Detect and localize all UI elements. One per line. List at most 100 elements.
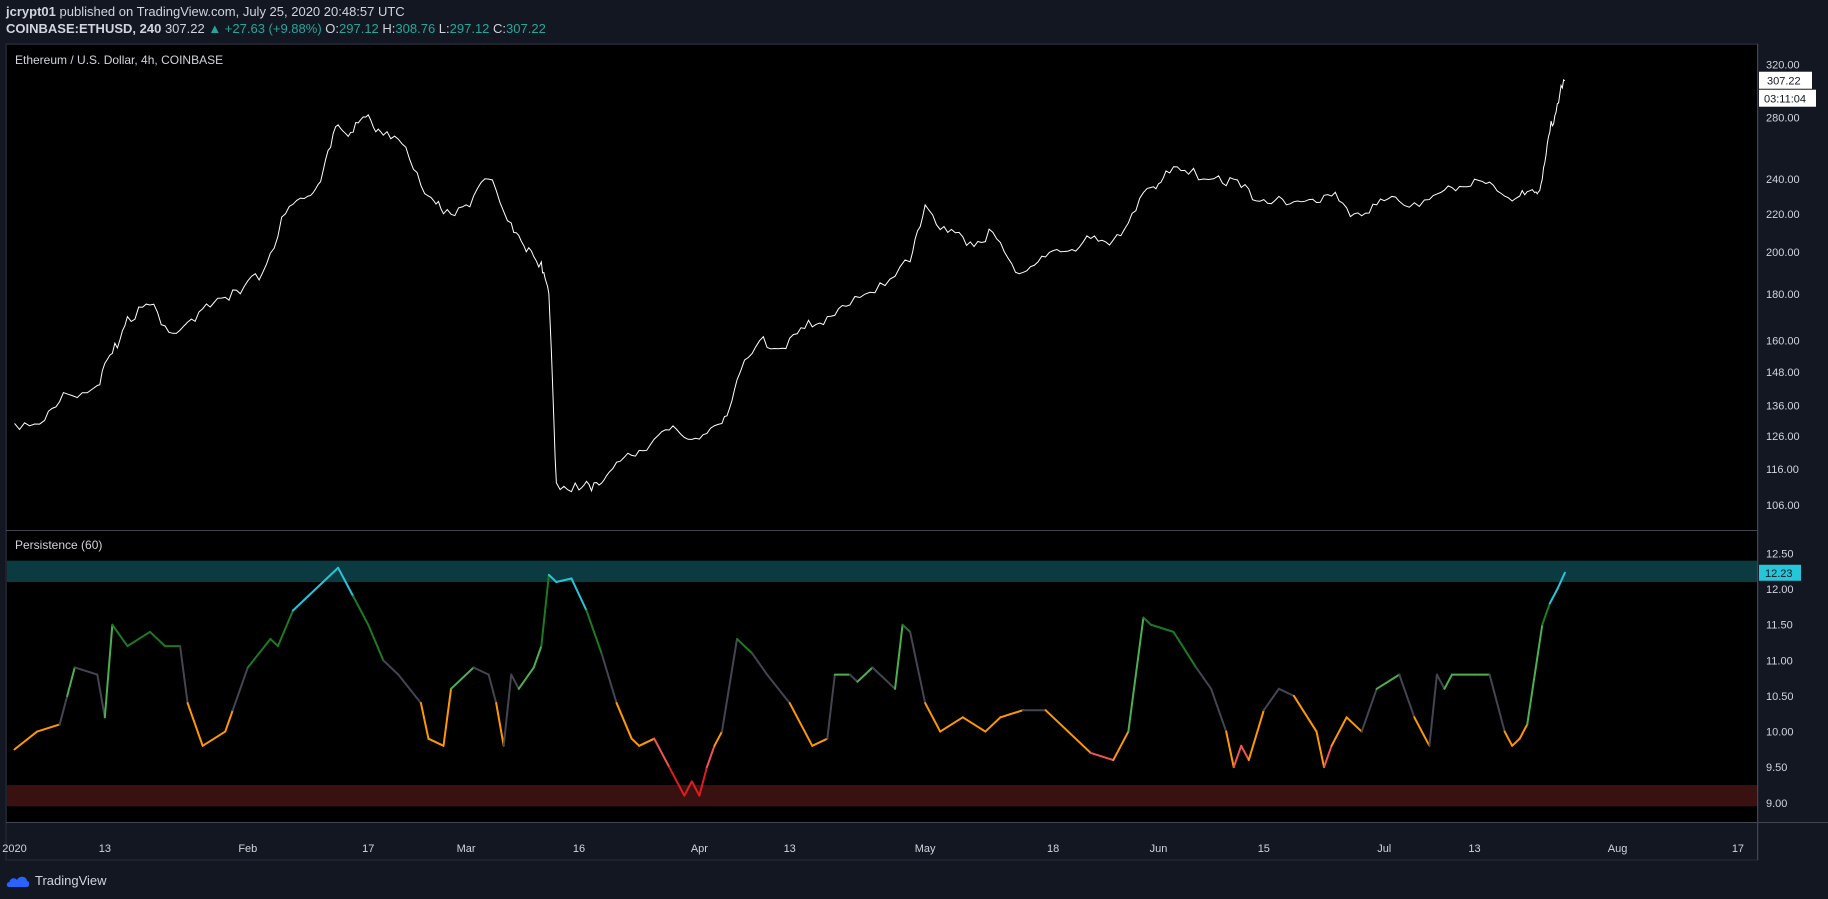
- symbol-label: COINBASE:ETHUSD, 240: [6, 21, 162, 36]
- persistence-segment: [103, 623, 114, 719]
- persistence-segment: [547, 573, 558, 584]
- persistence-segment: [1360, 687, 1378, 733]
- chart-area[interactable]: 320.00 280.00 240.00 220.00 200.00 180.00 160.…: [0, 42, 1828, 864]
- time-axis-tick: 15: [1258, 843, 1270, 855]
- price-pane-bg: [7, 45, 1757, 530]
- indicator-axis-tick: 9.00: [1766, 798, 1787, 810]
- persistence-segment: [337, 566, 355, 598]
- price-axis-tick: 116.00: [1766, 464, 1799, 476]
- persistence-segment: [111, 623, 129, 648]
- persistence-segment: [736, 637, 746, 648]
- persistence-segment: [1541, 602, 1551, 626]
- persistence-segment: [999, 709, 1024, 719]
- tradingview-logo[interactable]: TradingView: [6, 873, 107, 888]
- ohlc-line: COINBASE:ETHUSD, 240 307.22 ▲ +27.63 (+9…: [6, 20, 546, 38]
- persistence-segment: [246, 637, 272, 669]
- persistence-segment: [1375, 673, 1401, 690]
- persistence-segment: [961, 716, 987, 733]
- high-label: H:: [382, 21, 396, 36]
- persistence-segment: [291, 595, 310, 612]
- price-axis-tick: 160.00: [1766, 336, 1800, 348]
- price-axis-tick: 320.00: [1766, 59, 1800, 71]
- persistence-segment: [1526, 623, 1544, 726]
- persistence-segment: [1112, 730, 1130, 762]
- persistence-segment: [570, 577, 588, 612]
- persistence-segment: [352, 595, 370, 626]
- indicator-axis-tick: 9.50: [1766, 762, 1787, 774]
- persistence-segment: [58, 694, 69, 726]
- persistence-segment: [231, 666, 249, 712]
- persistence-segment: [442, 687, 453, 747]
- persistence-segment: [1044, 709, 1070, 733]
- price-axis-tick: 148.00: [1766, 367, 1800, 379]
- price-pane[interactable]: 320.00 280.00 240.00 220.00 200.00 180.00 160.…: [14, 59, 1816, 512]
- close-label: C:: [493, 21, 507, 36]
- persistence-segment: [517, 666, 535, 690]
- persistence-segment: [1232, 744, 1243, 769]
- persistence-segment: [871, 666, 897, 690]
- price-axis-tick: 126.00: [1766, 431, 1800, 443]
- time-axis-tick: Jun: [1150, 843, 1168, 855]
- time-axis-tick: Aug: [1608, 843, 1628, 855]
- indicator-axis-tick: 10.00: [1766, 727, 1794, 739]
- persistence-segment: [1345, 716, 1363, 733]
- persistence-segment: [1089, 751, 1115, 762]
- persistence-segment: [495, 702, 505, 747]
- persistence-segment: [984, 716, 1002, 733]
- persistence-segment: [36, 723, 61, 733]
- persistence-segment: [487, 673, 498, 705]
- time-axis-tick: 16: [573, 843, 585, 855]
- persistence-segment: [472, 666, 490, 676]
- persistence-segment: [848, 673, 859, 683]
- persistence-segment: [66, 666, 76, 697]
- footer-bar: TradingView: [0, 864, 1828, 899]
- persistence-segment: [826, 673, 836, 740]
- persistence-segment: [1247, 709, 1265, 762]
- persistence-segment: [382, 659, 400, 676]
- persistence-segment: [510, 673, 520, 690]
- publisher-name[interactable]: jcrypt01: [6, 4, 56, 19]
- persistence-segment: [450, 666, 475, 690]
- price-axis-tick: 106.00: [1766, 500, 1800, 512]
- persistence-segment: [1488, 673, 1506, 733]
- persistence-segment: [713, 730, 723, 747]
- persistence-segment: [939, 716, 964, 733]
- indicator-axis-tick: 10.50: [1766, 691, 1794, 703]
- indicator-title: Persistence (60): [15, 538, 102, 552]
- persistence-segment: [743, 645, 754, 655]
- time-axis-tick: Mar: [457, 843, 476, 855]
- indicator-axis-tick: 12.00: [1766, 584, 1794, 596]
- persistence-segment: [1443, 673, 1453, 690]
- price-axis-tick: 180.00: [1766, 289, 1800, 301]
- persistence-segment: [705, 744, 716, 769]
- indicator-axis-tick: 12.50: [1766, 549, 1794, 561]
- persistence-segment: [532, 645, 543, 669]
- price-line: [14, 79, 1566, 493]
- last-price-marker: [1759, 71, 1812, 89]
- persistence-segment: [630, 737, 641, 747]
- price-axis-tick: 280.00: [1766, 113, 1800, 125]
- persistence-pane[interactable]: 12.50 12.00 11.50 11.00 10.50 10.00 9.50 9.00 12…: [7, 549, 1801, 810]
- time-axis-tick: May: [915, 843, 936, 855]
- persistence-segment: [1315, 730, 1326, 769]
- persistence-segment: [269, 637, 279, 648]
- indicator-last-marker: [1759, 564, 1801, 581]
- persistence-segment: [901, 623, 912, 633]
- time-axis[interactable]: 2020 13 Feb 17 Mar 16 Apr 13 May 18 Jun 15 Jul 13 Aug 1…: [2, 843, 1744, 855]
- persistence-segment: [1556, 571, 1566, 591]
- indicator-last-label: 12.23: [1765, 568, 1793, 580]
- persistence-segment: [419, 702, 430, 740]
- header-bar: jcrypt01 published on TradingView.com, J…: [0, 0, 1828, 42]
- persistence-segment: [13, 730, 39, 751]
- persistence-segment: [1067, 730, 1092, 754]
- persistence-segment: [1142, 616, 1152, 626]
- persistence-segment: [1511, 737, 1521, 747]
- persistence-segment: [1413, 716, 1431, 747]
- persistence-segment: [179, 645, 189, 705]
- persistence-segment: [1149, 623, 1175, 633]
- persistence-segment: [367, 623, 385, 662]
- persistence-segment: [1548, 588, 1559, 605]
- persistence-segment: [909, 630, 927, 705]
- persistence-segment: [201, 730, 227, 747]
- time-axis-tick: Jul: [1377, 843, 1391, 855]
